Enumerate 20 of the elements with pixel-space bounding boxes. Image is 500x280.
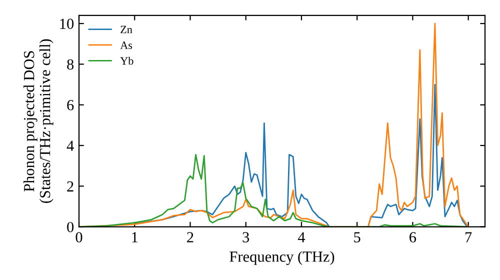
- x-tick-label: 4: [298, 232, 306, 242]
- x-tick-label: 3: [242, 232, 250, 242]
- y-axis-title: Phonon projected DOS (States/THz·primitive cell): [23, 39, 54, 203]
- y-tick-label: 0: [67, 222, 74, 232]
- legend-label: Yb: [120, 56, 134, 65]
- x-tick-label: 0: [76, 232, 82, 242]
- line-series: [134, 84, 468, 227]
- y-tick-label: 6: [67, 100, 74, 110]
- x-tick-label: 6: [410, 232, 416, 242]
- x-tick-label: 7: [466, 232, 472, 242]
- legend-label: As: [120, 42, 132, 49]
- legend-label: Zn: [120, 26, 132, 34]
- x-tick-label: 1: [132, 232, 138, 242]
- y-tick-label: 2: [67, 181, 74, 192]
- x-tick-label: 5: [354, 232, 360, 242]
- x-tick-label: 2: [187, 232, 194, 242]
- x-axis-title: Frequency (THz): [230, 251, 334, 265]
- y-tick-label: 10: [60, 18, 74, 29]
- y-tick-label: 4: [66, 140, 74, 151]
- y-tick-label: 8: [67, 59, 74, 70]
